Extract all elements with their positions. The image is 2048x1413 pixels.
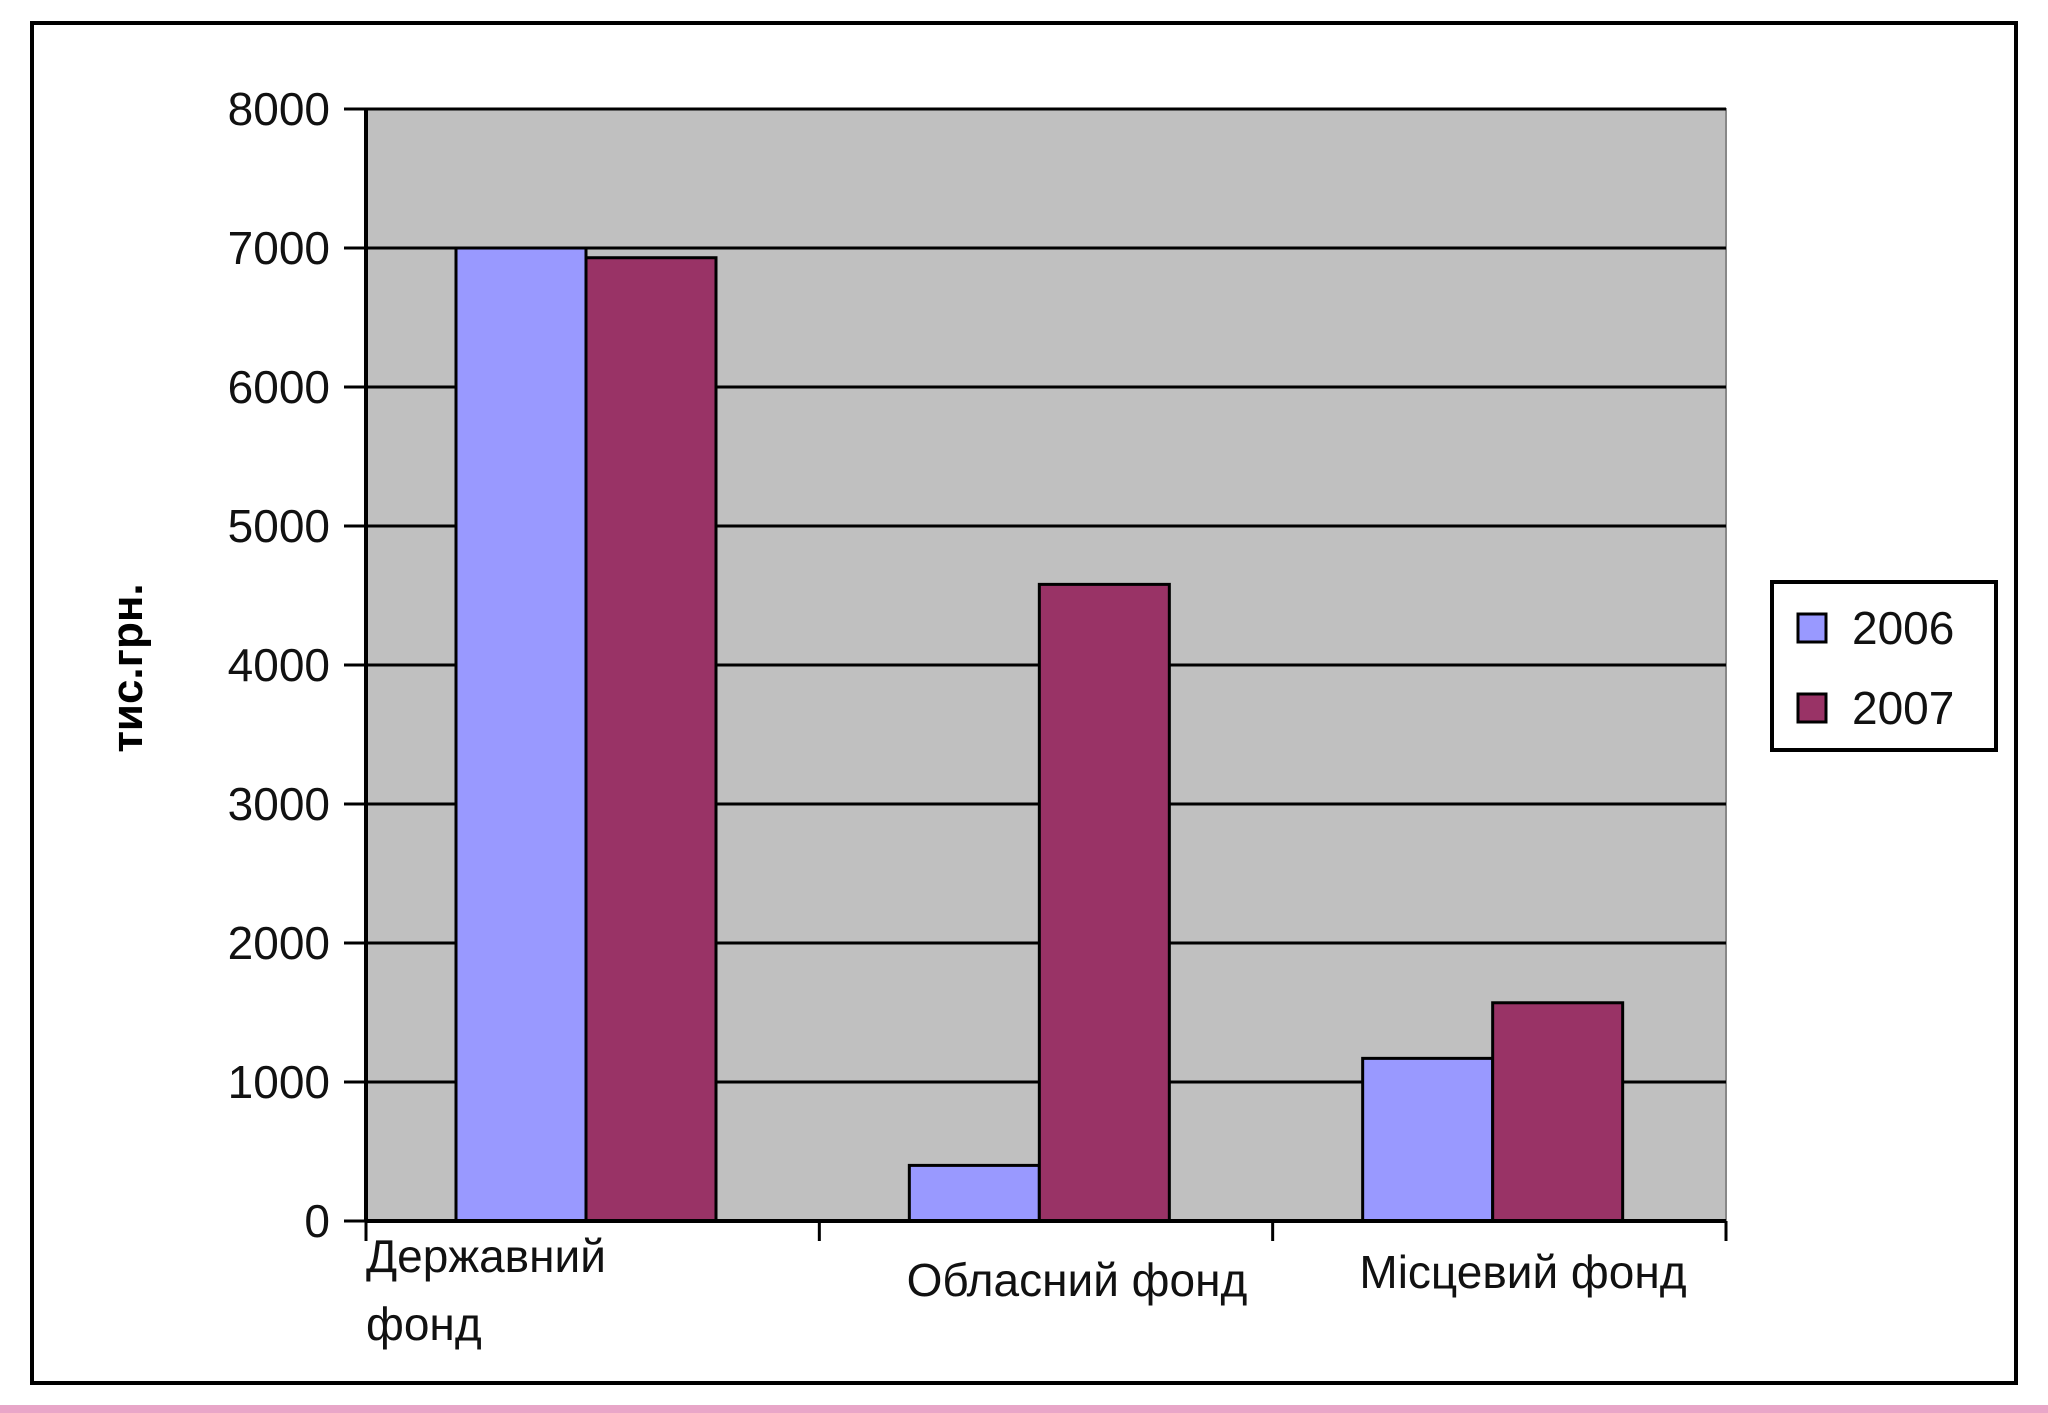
- y-tick-label: 3000: [228, 778, 330, 830]
- legend-label-2007: 2007: [1852, 682, 1954, 734]
- bar-2007-1: [584, 256, 718, 1223]
- bottom-accent-line: [0, 1405, 2048, 1413]
- legend-swatch-2006: [1796, 612, 1828, 644]
- x-category-labels: Державний фонд Обласний фонд Місцевий фонд: [366, 1230, 1687, 1350]
- legend-swatch-2007: [1796, 692, 1828, 724]
- bar-2006-2: [907, 1163, 1041, 1223]
- y-tick-label: 8000: [228, 83, 330, 135]
- y-tick-label: 5000: [228, 500, 330, 552]
- legend-label-2006: 2006: [1852, 602, 1954, 654]
- y-tick-label: 6000: [228, 361, 330, 413]
- bar-2006-3: [1361, 1056, 1495, 1223]
- y-tick-label: 1000: [228, 1056, 330, 1108]
- y-tick-label: 0: [304, 1195, 330, 1247]
- y-tick-label: 4000: [228, 639, 330, 691]
- y-tick-label: 7000: [228, 222, 330, 274]
- bar-2007-2: [1037, 582, 1171, 1223]
- y-tick-labels: 0 1000 2000 3000 4000 5000 6000 7000 8000: [228, 83, 330, 1247]
- y-axis-label: тис.грн.: [103, 583, 152, 752]
- x-category-label: Місцевий фонд: [1359, 1246, 1686, 1298]
- bars: [454, 246, 1625, 1223]
- legend: 2006 2007: [1770, 580, 1998, 752]
- axes: [344, 107, 1728, 1241]
- bar-2006-1: [454, 246, 588, 1223]
- x-category-label: Державний фонд: [366, 1230, 606, 1350]
- x-category-label: Обласний фонд: [907, 1254, 1248, 1306]
- bar-2007-3: [1491, 1001, 1625, 1223]
- y-tick-label: 2000: [228, 917, 330, 969]
